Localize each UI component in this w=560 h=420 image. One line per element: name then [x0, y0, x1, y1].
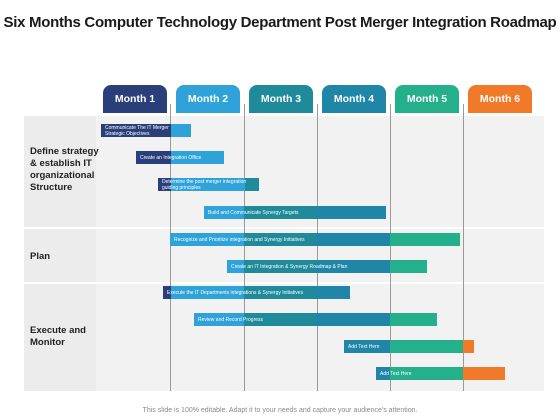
task-bar: Create an IT Integration & Synergy Roadm…	[227, 260, 427, 273]
month-6-header: Month 6	[468, 85, 532, 113]
footer-note: This slide is 100% editable. Adapt it to…	[142, 407, 418, 414]
row-label-background	[24, 284, 96, 391]
task-bar: Execute the IT Departments integrations …	[163, 286, 350, 299]
task-bar: Add Text Here	[344, 340, 474, 353]
month-2-header: Month 2	[176, 85, 240, 113]
task-bar: Build and Communicate Synergy Targets	[204, 206, 386, 219]
page-title: Six Months Computer Technology Departmen…	[3, 14, 557, 31]
task-bar: Determine the post merger integration gu…	[158, 178, 259, 191]
row-label-execute-monitor: Execute and Monitor	[30, 325, 86, 348]
task-label: Recognize and Prioritize integration and…	[174, 236, 305, 243]
month-gridline	[170, 104, 171, 391]
month-gridline	[244, 104, 245, 391]
task-label: Create an IT Integration & Synergy Roadm…	[231, 263, 348, 270]
task-bar: Review and Record Progress	[194, 313, 437, 326]
task-bar: Communicate The IT Merger Strategic Obje…	[101, 124, 191, 137]
task-label: Add Text Here	[380, 370, 412, 377]
task-bar: Recognize and Prioritize integration and…	[170, 233, 460, 246]
row-separator	[24, 282, 544, 284]
row-label-background	[24, 229, 96, 282]
row-label-define-strategy: Define strategy & establish IT organizat…	[30, 146, 99, 193]
task-label: Communicate The IT Merger Strategic Obje…	[105, 124, 169, 137]
task-label: Create an Integration Office	[140, 154, 202, 161]
month-gridline	[317, 104, 318, 391]
task-label: Build and Communicate Synergy Targets	[208, 209, 299, 216]
task-bar: Create an Integration Office	[136, 151, 224, 164]
month-5-header: Month 5	[395, 85, 459, 113]
task-bar: Add Text Here	[376, 367, 505, 380]
row-label-background	[24, 116, 96, 227]
month-gridline	[390, 104, 391, 391]
task-label: Review and Record Progress	[198, 316, 264, 323]
task-label: Add Text Here	[348, 343, 380, 350]
task-label: Execute the IT Departments integrations …	[167, 289, 304, 296]
row-separator	[24, 227, 544, 229]
month-3-header: Month 3	[249, 85, 313, 113]
month-1-header: Month 1	[103, 85, 167, 113]
month-4-header: Month 4	[322, 85, 386, 113]
month-gridline	[463, 104, 464, 391]
row-label-plan: Plan	[30, 251, 51, 262]
task-label: Determine the post merger integration gu…	[162, 178, 247, 191]
